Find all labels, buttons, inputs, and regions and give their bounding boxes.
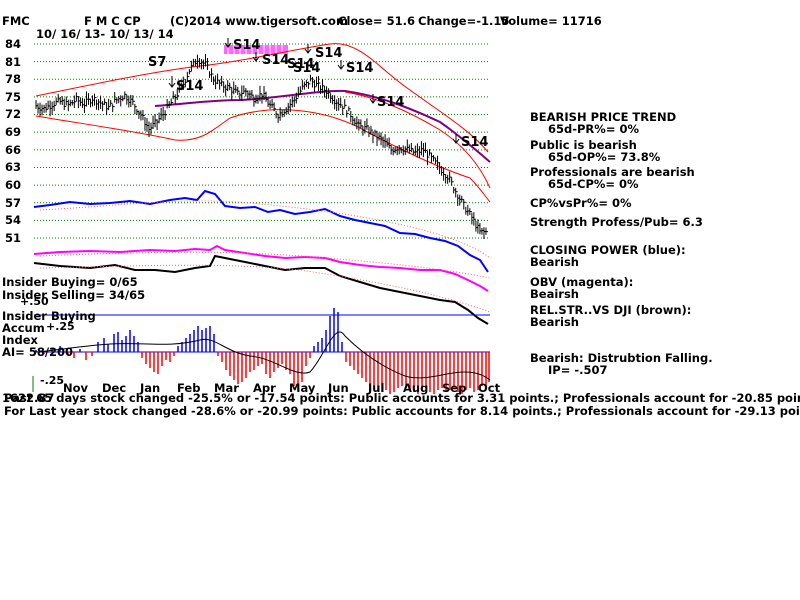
price-tick-label: 51 — [5, 231, 21, 245]
month-label: Sep — [442, 381, 466, 395]
price-tick-label: 57 — [5, 196, 21, 210]
price-bars — [35, 53, 488, 239]
month-label: Aug — [403, 381, 428, 395]
upper-band-line — [35, 43, 489, 153]
price-tick-label: 75 — [5, 90, 21, 104]
signal-label: S14 — [176, 79, 203, 94]
signal-label: S14 — [262, 53, 289, 68]
ip-value: IP= -.507 — [548, 363, 608, 377]
price-tick-label: 60 — [5, 178, 21, 192]
trend-pr: 65d-PR%= 0% — [548, 122, 639, 136]
footer-overlap-text: 1622.87 — [2, 391, 54, 405]
trend-title: BEARISH PRICE TREND — [530, 110, 676, 124]
minus25-label: -.25 — [40, 374, 64, 387]
volume-value: Volume= 11716 — [500, 14, 602, 28]
relative-strength-dotted-line — [39, 264, 491, 313]
obv-value: Beairsh — [530, 287, 579, 301]
ai-summary-label: Bearish: Distrubtion Falling. — [530, 351, 713, 365]
signal-label: S14 — [315, 46, 342, 61]
month-label: Feb — [177, 381, 200, 395]
signal-label: S14 — [287, 57, 314, 72]
strength-ratio: Strength Profess/Pub= 6.3 — [530, 215, 703, 229]
obv-dotted-line — [39, 251, 491, 279]
price-tick-label: 78 — [5, 72, 21, 86]
price-tick-label: 54 — [5, 213, 21, 227]
signal-label: S14 — [233, 38, 260, 53]
accum-index-line — [35, 331, 491, 381]
signal-label: S14 — [377, 95, 404, 110]
signal-label: S14 — [461, 135, 488, 150]
obv-label: OBV (magenta): — [530, 275, 633, 289]
lower-band-line — [35, 109, 491, 203]
price-tick-label: 63 — [5, 160, 21, 174]
obv-line — [33, 244, 489, 292]
left-panel: Insider Buying= 0/65 Insider Selling= 34… — [2, 275, 145, 387]
month-label: Mar — [214, 381, 239, 395]
relative-strength-line — [33, 254, 489, 325]
copyright-text: (C)2014 www.tigersoft.com — [170, 14, 348, 28]
signal-label: S14 — [346, 61, 373, 76]
closing-power-value: Bearish — [530, 255, 579, 269]
signal-label: S14 — [293, 61, 320, 76]
public-op: 65d-OP%= 73.8% — [548, 150, 661, 164]
closing-power-line — [33, 189, 489, 273]
footer-line-1: Past 65 days stock changed -25.5% or -17… — [4, 391, 800, 405]
month-labels: Nov Dec Jan Feb Mar Apr May Jun Jul Aug … — [63, 381, 501, 395]
public-title: Public is bearish — [530, 138, 637, 152]
pros-title: Professionals are bearish — [530, 165, 695, 179]
price-tick-label: 84 — [5, 37, 21, 51]
date-range: 10/ 16/ 13- 10/ 13/ 14 — [36, 27, 174, 41]
change-value: Change=-1.15 — [418, 14, 509, 28]
month-label: Nov — [63, 381, 89, 395]
footer-line-2: For Last year stock changed -28.6% or -2… — [4, 404, 800, 418]
price-tick-label: 66 — [5, 143, 21, 157]
signal-label: S7 — [148, 55, 166, 70]
relstr-value: Bearish — [530, 315, 579, 329]
month-label: Apr — [253, 381, 276, 395]
index-label: Index — [2, 333, 38, 347]
month-label: Jan — [139, 381, 160, 395]
price-tick-label: 72 — [5, 107, 21, 121]
relstr-label: REL.STR..VS DJI (brown): — [530, 303, 691, 317]
insider-buying-label: Insider Buying= 0/65 — [2, 275, 138, 289]
ticker-symbol: FMC — [2, 14, 30, 28]
chart-header: FMC F M C CP (C)2014 www.tigersoft.com C… — [2, 14, 602, 41]
insider-selling-marker — [224, 45, 288, 54]
moving-average-line — [154, 89, 491, 163]
right-panel: BEARISH PRICE TREND 65d-PR%= 0% Public i… — [530, 110, 713, 377]
close-value: Close= 51.6 — [338, 14, 415, 28]
price-tick-label: 69 — [5, 125, 21, 139]
signal-markers: S7 S14 S14 S14 S14 S14 S14 S14 S14 S14 — [148, 38, 488, 150]
closing-power-label: CLOSING POWER (blue): — [530, 243, 686, 257]
month-label: Dec — [102, 381, 126, 395]
month-label: Jun — [327, 381, 349, 395]
price-tick-label: 81 — [5, 55, 21, 69]
footer: 1622.87 Past 65 days stock changed -25.5… — [2, 391, 800, 418]
price-axis: 84 81 78 75 72 69 66 63 60 57 54 51 — [5, 37, 21, 245]
plus25-label: +.25 — [46, 320, 75, 333]
plus50-label: +.50 — [20, 295, 49, 308]
month-label: Jul — [367, 381, 384, 395]
accum-label: Accum — [2, 321, 45, 335]
insider-selling-label: Insider Selling= 34/65 — [2, 288, 145, 302]
cp-vs-pr: CP%vsPr%= 0% — [530, 196, 632, 210]
ai-value: AI= 58/200 — [2, 345, 73, 359]
company-name: F M C CP — [84, 14, 141, 28]
pros-cp: 65d-CP%= 0% — [548, 177, 639, 191]
closing-power-dotted-line — [39, 200, 491, 259]
accum-title: Insider Buying — [2, 309, 96, 323]
month-label: Oct — [478, 381, 501, 395]
month-label: May — [289, 381, 316, 395]
